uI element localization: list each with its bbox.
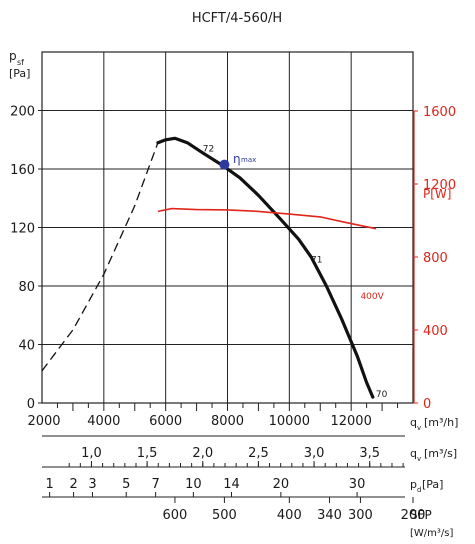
m3s-tick-label: 3,0 xyxy=(304,446,325,461)
m3s-unit-main: q xyxy=(410,447,417,460)
pd-tick-label: 5 xyxy=(122,477,130,492)
x-tick-label: 2000 xyxy=(27,414,60,429)
y-left-tick-label: 0 xyxy=(27,397,35,412)
sfp-tick-label: 200 xyxy=(401,508,426,523)
y-right-tick-label: 400 xyxy=(423,324,448,339)
eta-max-label: η xyxy=(233,152,241,166)
m3s-tick-label: 3,5 xyxy=(359,446,380,461)
lower-scales: 1,0 1,5 2,0 2,5 3,0 3,5 1 2 3 5 7 10 14 20 30 600 500 400… xyxy=(42,435,426,523)
m3s-tick-label: 2,5 xyxy=(248,446,269,461)
sfp-tick-label: 500 xyxy=(212,508,237,523)
y-left-tick-label: 120 xyxy=(10,222,35,237)
pd-tick-label: 1 xyxy=(45,477,53,492)
x-tick-label: 10000 xyxy=(269,414,310,429)
y-left-tick-labels: 0 40 80 120 160 200 xyxy=(10,105,42,412)
m3s-unit: [m³/s] xyxy=(424,447,457,460)
pressure-curve xyxy=(156,136,375,399)
y-left-tick-label: 80 xyxy=(18,280,35,295)
curve-annotation: 71 xyxy=(311,256,322,266)
y-left-tick-label: 40 xyxy=(18,339,35,354)
y-left-tick-label: 200 xyxy=(10,105,35,120)
eta-max-marker xyxy=(219,159,230,170)
y-left-label-main: p xyxy=(9,49,17,63)
pd-tick-label: 20 xyxy=(273,477,290,492)
sfp-tick-label: 400 xyxy=(277,508,302,523)
x-unit-sub: v xyxy=(417,424,421,432)
sfp-tick-label: 340 xyxy=(317,508,342,523)
y-right-tick-label: 0 xyxy=(423,397,431,412)
x-unit: [m³/h] xyxy=(424,416,458,429)
pd-tick-label: 14 xyxy=(223,477,240,492)
sfp-unit2: [W/m³/s] xyxy=(410,528,453,539)
x-tick-label: 4000 xyxy=(87,414,120,429)
pd-tick-label: 10 xyxy=(185,477,202,492)
y-left-label-unit: [Pa] xyxy=(9,67,30,80)
y-right-tick-label: 1200 xyxy=(423,178,456,193)
eta-max-sub: max xyxy=(241,156,256,164)
m3s-unit-sub: v xyxy=(417,455,421,463)
y-left-tick-label: 160 xyxy=(10,163,35,178)
chart-title: HCFT/4-560/H xyxy=(192,11,282,26)
curve-annotation: 70 xyxy=(376,390,388,400)
grid-lines xyxy=(42,52,413,403)
x-tick-label: 8000 xyxy=(211,414,244,429)
y-right-tick-label: 1600 xyxy=(423,105,456,120)
m3s-tick-label: 2,0 xyxy=(192,446,213,461)
pd-tick-label: 30 xyxy=(349,477,366,492)
m3s-tick-label: 1,5 xyxy=(137,446,158,461)
curve-annotation: 400V xyxy=(360,292,384,302)
y-right-tick-label: 800 xyxy=(423,251,448,266)
y-right-label: P[W] xyxy=(423,187,451,201)
annotations: 72 71 70 400V xyxy=(203,144,388,400)
pressure-curve-unstable xyxy=(41,142,159,372)
x-tick-labels: 2000 4000 6000 8000 10000 12000 xyxy=(27,403,399,429)
pd-unit-sub: d xyxy=(417,486,421,494)
sfp-unit: SFP xyxy=(410,508,432,522)
x-tick-label: 12000 xyxy=(330,414,371,429)
pd-unit: [Pa] xyxy=(422,478,443,491)
curves xyxy=(41,136,377,399)
pd-unit-main: p xyxy=(410,478,417,491)
m3s-tick-label: 1,0 xyxy=(81,446,102,461)
sfp-tick-label: 300 xyxy=(348,508,373,523)
x-unit-main: q xyxy=(410,416,417,429)
pd-tick-label: 3 xyxy=(88,477,96,492)
y-left-label-sub: sf xyxy=(17,58,24,67)
curve-annotation: 72 xyxy=(203,144,214,154)
pd-tick-label: 2 xyxy=(69,477,77,492)
power-curve-400v xyxy=(157,207,377,230)
x-tick-label: 6000 xyxy=(149,414,182,429)
pd-tick-label: 7 xyxy=(151,477,159,492)
y-right-tick-labels: 0 400 800 1200 1600 xyxy=(413,105,456,412)
sfp-tick-label: 600 xyxy=(163,508,188,523)
